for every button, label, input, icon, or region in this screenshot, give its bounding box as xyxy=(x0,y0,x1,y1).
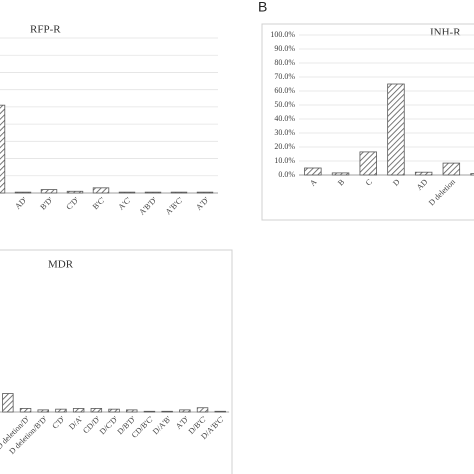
panel-frame xyxy=(0,249,233,474)
x-tick-label: A'C' xyxy=(116,195,133,212)
x-tick-label: D xyxy=(391,177,402,188)
x-tick-label: C'D' xyxy=(64,195,81,212)
x-tick-label: AD xyxy=(415,177,430,192)
bar xyxy=(2,393,14,413)
bar xyxy=(90,408,103,413)
bar xyxy=(118,191,136,194)
x-tick-label: C'D' xyxy=(50,414,67,431)
bar xyxy=(161,410,173,413)
x-tick-label: A'B'C' xyxy=(164,195,185,216)
bar xyxy=(170,191,188,194)
y-tick-label: 60.0% xyxy=(274,86,295,95)
x-tick-label: D/C'D' xyxy=(98,414,120,436)
x-tick-label: B'D' xyxy=(38,195,55,212)
chart-title: RFP-R xyxy=(30,24,61,36)
y-tick-label: 50.0% xyxy=(274,100,295,109)
bar xyxy=(92,187,110,194)
bar xyxy=(359,151,377,176)
x-tick-label: C xyxy=(364,177,374,187)
bar xyxy=(19,408,32,413)
x-tick-label: AD' xyxy=(13,195,29,211)
y-tick-label: 0.0% xyxy=(278,170,295,179)
y-tick-label: 90.0% xyxy=(274,44,295,53)
x-tick-label: B xyxy=(336,177,346,187)
x-tick-label: A xyxy=(308,177,319,188)
chart-title: MDR xyxy=(48,259,74,271)
panel-label: B xyxy=(258,0,267,15)
bar xyxy=(304,167,322,176)
x-tick-label: B'C' xyxy=(91,195,107,211)
bar xyxy=(143,410,156,413)
bar xyxy=(144,191,162,194)
bar xyxy=(0,104,6,194)
bar xyxy=(414,171,433,176)
bar xyxy=(387,83,405,176)
bar xyxy=(196,191,214,194)
bar xyxy=(72,408,85,413)
bar xyxy=(196,407,209,413)
y-tick-label: 80.0% xyxy=(274,58,295,67)
panel-frame xyxy=(261,23,474,221)
y-tick-label: 30.0% xyxy=(274,128,295,137)
bar xyxy=(14,191,32,194)
y-tick-label: 40.0% xyxy=(274,114,295,123)
chart-title: INH-R xyxy=(430,27,461,39)
x-tick-label: A'D' xyxy=(194,195,211,212)
y-tick-label: 100.0% xyxy=(270,30,295,39)
bar xyxy=(40,189,58,194)
y-tick-label: 70.0% xyxy=(274,72,295,81)
bar xyxy=(55,408,67,413)
bar xyxy=(126,409,138,413)
bar xyxy=(66,190,84,194)
x-tick-label: D/A'B' xyxy=(151,414,173,436)
y-tick-label: 10.0% xyxy=(274,156,295,165)
bar xyxy=(470,173,474,176)
x-tick-label: D deletion xyxy=(427,177,457,207)
bar xyxy=(108,408,120,413)
x-tick-label: A'B'D' xyxy=(137,195,159,217)
bar xyxy=(331,172,350,176)
bar xyxy=(37,409,49,413)
bar xyxy=(214,410,226,413)
bar xyxy=(179,409,191,413)
y-tick-label: 20.0% xyxy=(274,142,295,151)
bar xyxy=(442,162,461,176)
